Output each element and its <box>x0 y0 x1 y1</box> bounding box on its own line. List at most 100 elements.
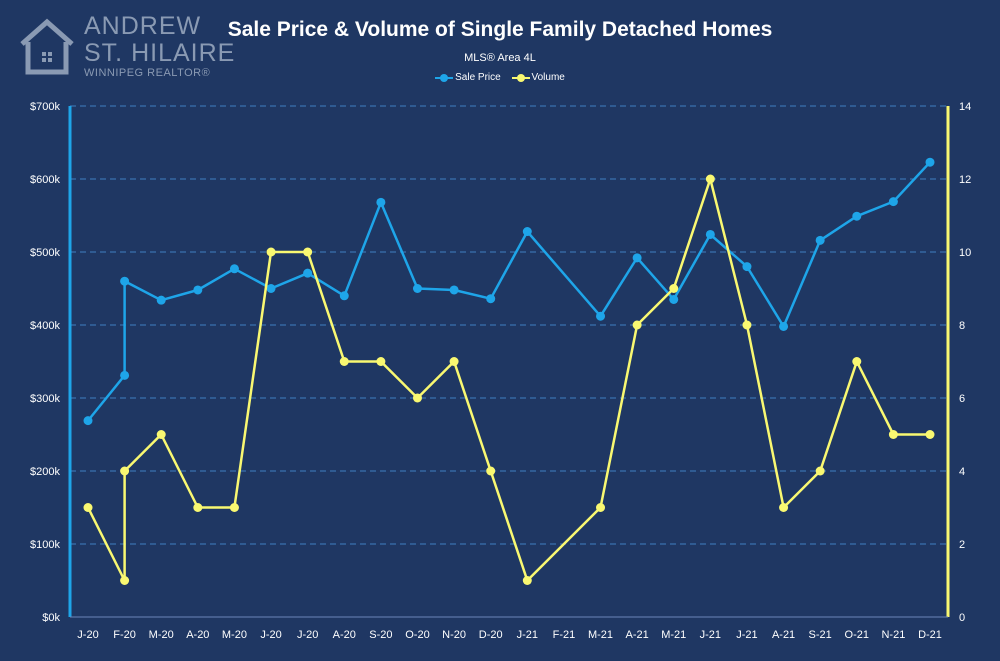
legend-item-volume: Volume <box>511 72 565 83</box>
x-tick-label: O-20 <box>405 629 429 641</box>
y-right-tick-label: 14 <box>959 101 971 113</box>
data-point-sale-price <box>449 285 459 295</box>
data-point-sale-price <box>705 229 715 239</box>
series-line-sale-price <box>87 161 931 422</box>
x-tick-label: A-21 <box>772 629 795 641</box>
y-left-tick-label: $200k <box>30 466 60 478</box>
realtor-logo: ANDREW ST. HILAIRE WINNIPEG REALTOR® <box>18 12 234 82</box>
legend-swatch-volume <box>511 73 530 82</box>
data-point-volume <box>742 320 752 330</box>
data-point-sale-price <box>852 211 862 221</box>
x-tick-label: M-20 <box>149 629 174 641</box>
data-point-sale-price <box>229 264 239 274</box>
data-point-volume <box>83 503 93 512</box>
data-point-volume <box>669 284 679 293</box>
data-point-sale-price <box>83 416 93 426</box>
logo-name-first: ANDREW <box>84 12 202 40</box>
logo-name-last: ST. HILAIRE <box>84 39 236 67</box>
x-tick-label: N-20 <box>442 629 466 641</box>
y-left-tick-label: $0k <box>42 612 60 624</box>
data-point-volume <box>815 466 825 476</box>
data-point-volume <box>193 503 203 512</box>
data-point-volume <box>156 430 166 439</box>
data-point-sale-price <box>193 285 203 295</box>
data-point-volume <box>229 503 239 512</box>
x-tick-label: D-20 <box>479 629 503 641</box>
x-tick-label: J-20 <box>260 629 281 641</box>
data-point-volume <box>303 247 313 257</box>
data-point-sale-price <box>412 284 422 293</box>
x-tick-label: J-21 <box>700 629 721 641</box>
series-line-volume <box>86 177 930 582</box>
logo-tagline: WINNIPEG REALTOR® <box>84 67 211 79</box>
x-tick-label: S-21 <box>809 629 832 641</box>
data-point-volume <box>632 320 642 330</box>
y-left-tick-label: $700k <box>30 101 60 113</box>
y-right-tick-label: 8 <box>959 320 965 332</box>
data-point-volume <box>449 357 459 366</box>
data-point-sale-price <box>779 321 789 331</box>
data-point-volume <box>779 503 789 512</box>
x-tick-label: M-21 <box>661 629 686 641</box>
data-point-volume <box>339 357 349 366</box>
x-tick-label: A-20 <box>333 629 356 641</box>
chart-legend: Sale Price Volume <box>0 72 1000 85</box>
x-tick-label: M-21 <box>588 629 613 641</box>
chart-title: Sale Price & Volume of Single Family Det… <box>227 18 773 41</box>
y-left-tick-label: $400k <box>30 320 60 332</box>
data-point-volume <box>120 576 130 585</box>
y-right-tick-label: 6 <box>959 393 965 405</box>
x-tick-label: F-20 <box>113 629 136 641</box>
x-tick-label: A-21 <box>626 629 649 641</box>
data-point-sale-price <box>120 370 130 380</box>
data-point-sale-price <box>888 197 898 207</box>
x-tick-label: S-20 <box>369 629 392 641</box>
data-point-volume <box>412 393 422 403</box>
data-point-volume <box>486 466 496 476</box>
legend-item-sale-price: Sale Price <box>435 72 501 83</box>
x-tick-label: J-21 <box>736 629 757 641</box>
x-tick-label: J-21 <box>517 629 538 641</box>
data-point-sale-price <box>742 262 752 272</box>
data-point-volume <box>266 247 276 257</box>
x-tick-label: F-21 <box>553 629 576 641</box>
legend-label-sale-price: Sale Price <box>455 72 501 83</box>
x-tick-label: O-21 <box>845 629 869 641</box>
data-point-sale-price <box>522 227 532 237</box>
data-point-sale-price <box>486 294 496 304</box>
data-point-sale-price <box>376 197 386 207</box>
y-right-tick-label: 0 <box>959 612 965 624</box>
house-logo-icon <box>20 18 74 75</box>
x-tick-label: J-20 <box>297 629 318 641</box>
data-point-sale-price <box>339 291 349 301</box>
data-point-volume <box>705 174 715 184</box>
data-point-sale-price <box>925 157 935 167</box>
data-point-sale-price <box>120 276 130 286</box>
data-point-sale-price <box>303 268 313 278</box>
data-point-sale-price <box>669 294 679 304</box>
data-point-sale-price <box>632 253 642 263</box>
y-right-tick-label: 12 <box>959 174 971 186</box>
x-tick-label: N-21 <box>881 629 905 641</box>
y-right-tick-label: 4 <box>959 466 965 478</box>
legend-swatch-sale-price <box>435 73 454 82</box>
y-left-tick-label: $300k <box>30 393 60 405</box>
data-point-volume <box>596 503 606 512</box>
data-point-sale-price <box>815 235 825 245</box>
data-point-sale-price <box>156 295 166 305</box>
data-point-volume <box>120 466 130 476</box>
y-left-tick-label: $500k <box>30 247 60 259</box>
x-tick-label: A-20 <box>186 629 209 641</box>
data-point-volume <box>522 576 532 585</box>
data-point-volume <box>852 357 862 366</box>
y-right-tick-label: 2 <box>959 539 965 551</box>
data-point-volume <box>376 357 386 366</box>
data-point-sale-price <box>266 284 276 293</box>
y-left-tick-label: $600k <box>30 174 60 186</box>
data-point-volume <box>888 430 898 439</box>
x-tick-label: D-21 <box>918 629 942 641</box>
x-tick-label: M-20 <box>222 629 247 641</box>
chart-subtitle: MLS® Area 4L <box>464 52 536 64</box>
